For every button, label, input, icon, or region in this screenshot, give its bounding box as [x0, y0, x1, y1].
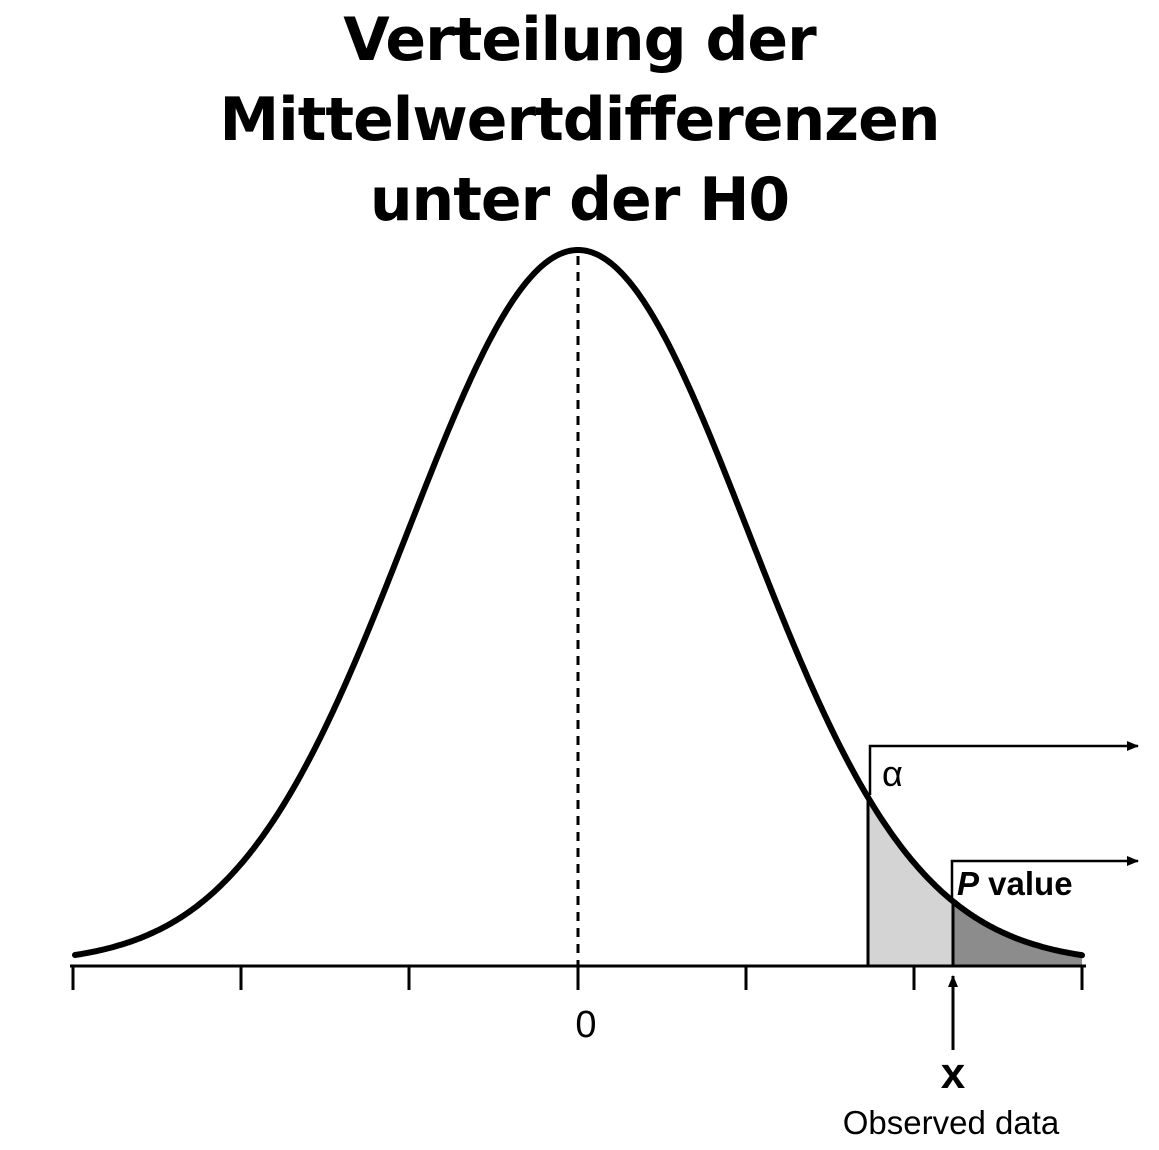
bell-curve — [72, 247, 1085, 959]
title-line-2: unter der H0 — [369, 165, 790, 235]
p-value-label: P value — [957, 865, 1073, 902]
alpha-label: α — [882, 753, 903, 794]
alpha-bracket-arrow — [868, 741, 1139, 795]
observed-x-label: x — [941, 1049, 966, 1098]
center-tick-label: 0 — [575, 1004, 596, 1046]
p-value-bracket-arrow — [950, 856, 1139, 900]
alpha-region — [868, 797, 953, 966]
page-title: Verteilung der Mittelwertdifferenzen unt… — [0, 0, 1159, 240]
p-label-rest: value — [979, 865, 1073, 902]
title-line-1: Verteilung der Mittelwertdifferenzen — [219, 5, 940, 155]
axis-ticks — [71, 966, 1084, 990]
observed-data-label: Observed data — [843, 1104, 1060, 1141]
p-label-italic: P — [957, 865, 980, 902]
p-value-region — [953, 901, 1082, 966]
